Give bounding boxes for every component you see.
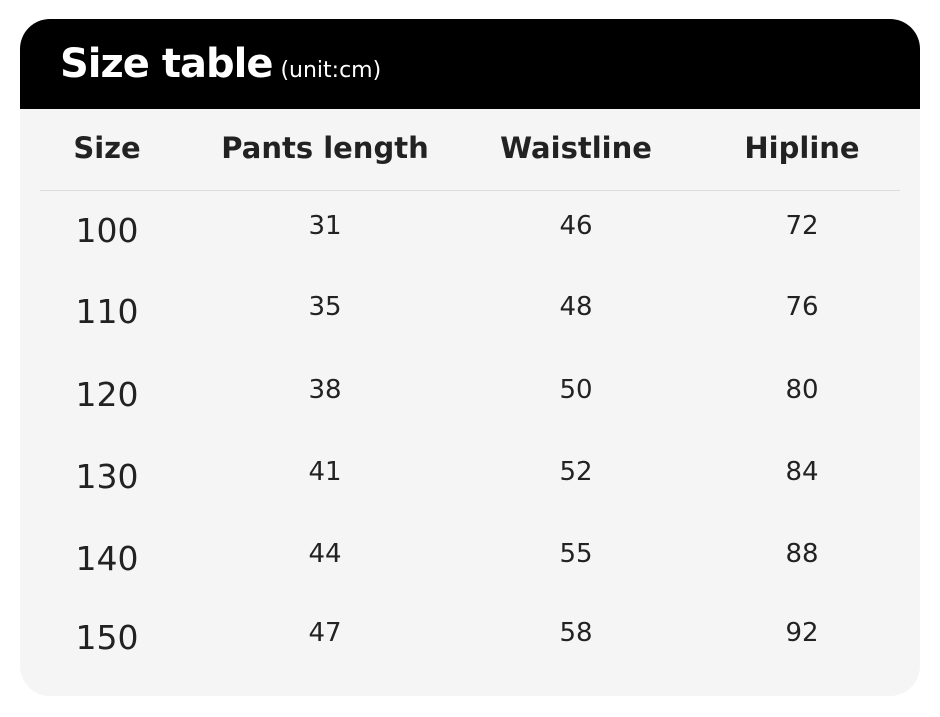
- table-cell: 35: [308, 292, 342, 322]
- table-cell: 44: [308, 539, 342, 569]
- table-cell: 140: [75, 539, 139, 578]
- table-cell: 38: [308, 375, 342, 405]
- column-header: Hipline: [744, 131, 860, 165]
- table-cell: 41: [308, 457, 342, 487]
- table-cell: 58: [559, 618, 593, 648]
- table-cell: 47: [308, 618, 342, 648]
- table-cell: 55: [559, 539, 593, 569]
- table-cell: 150: [75, 618, 139, 657]
- table-row: 120 38 50 80: [20, 375, 920, 435]
- column-header: Waistline: [500, 131, 652, 165]
- header-divider: [40, 190, 900, 191]
- table-cell: 46: [559, 211, 593, 241]
- table-cell: 88: [785, 539, 819, 569]
- column-header-row: Size Pants length Waistline Hipline: [20, 131, 920, 191]
- table-cell: 84: [785, 457, 819, 487]
- table-cell: 76: [785, 292, 819, 322]
- table-cell: 100: [75, 211, 139, 250]
- table-row: 150 47 58 92: [20, 618, 920, 678]
- table-row: 110 35 48 76: [20, 292, 920, 352]
- column-header: Size: [73, 131, 141, 165]
- table-cell: 130: [75, 457, 139, 496]
- table-cell: 48: [559, 292, 593, 322]
- table-row: 140 44 55 88: [20, 539, 920, 599]
- table-cell: 80: [785, 375, 819, 405]
- table-cell: 110: [75, 292, 139, 331]
- table-cell: 50: [559, 375, 593, 405]
- table-header-bar: Size table (unit:cm): [20, 19, 920, 109]
- table-cell: 72: [785, 211, 819, 241]
- size-table-card: Size table (unit:cm) Size Pants length Wai…: [20, 19, 920, 696]
- table-row: 130 41 52 84: [20, 457, 920, 517]
- unit-label: (unit:cm): [280, 58, 382, 83]
- column-header: Pants length: [221, 131, 429, 165]
- table-row: 100 31 46 72: [20, 211, 920, 271]
- table-cell: 120: [75, 375, 139, 414]
- table-title: Size table: [60, 41, 273, 87]
- table-cell: 52: [559, 457, 593, 487]
- table-cell: 92: [785, 618, 819, 648]
- table-cell: 31: [308, 211, 342, 241]
